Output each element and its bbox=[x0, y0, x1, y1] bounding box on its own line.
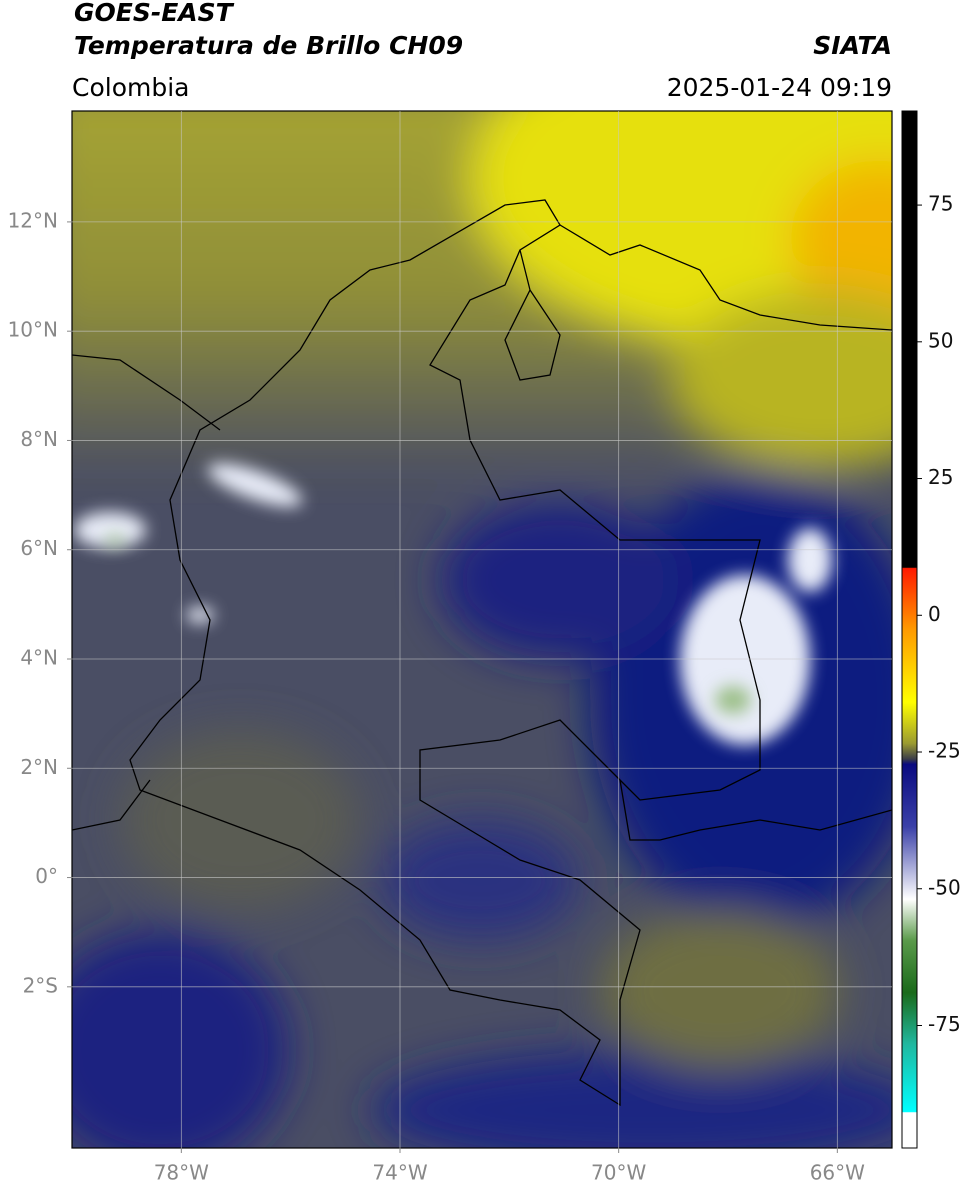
colorbar-tick-label: 0 bbox=[928, 602, 941, 626]
region: Colombia bbox=[72, 73, 189, 102]
colorbar-tick-label: 50 bbox=[928, 328, 953, 352]
datetime: 2025-01-24 09:19 bbox=[667, 73, 892, 102]
lat-tick-label: 4°N bbox=[20, 646, 58, 670]
lat-tick-label: 0° bbox=[35, 864, 58, 888]
borders bbox=[72, 199, 892, 1107]
lat-tick-label: 10°N bbox=[8, 318, 58, 342]
colorbar bbox=[901, 110, 918, 1149]
lon-tick-label: 74°W bbox=[372, 1161, 427, 1185]
lon-tick-label: 78°W bbox=[154, 1161, 209, 1185]
lon-tick-label: 70°W bbox=[591, 1161, 646, 1185]
lat-tick-label: 8°N bbox=[20, 427, 58, 451]
colorbar-tick-label: -25 bbox=[928, 739, 961, 763]
lon-tick-label: 66°W bbox=[810, 1161, 865, 1185]
map-frame bbox=[71, 110, 893, 1149]
lat-tick-label: 6°N bbox=[20, 536, 58, 560]
title: GOES-EAST bbox=[74, 0, 235, 27]
colorbar-tick-label: 75 bbox=[928, 192, 953, 216]
source: SIATA bbox=[813, 31, 892, 60]
subtitle: Temperatura de Brillo CH09 bbox=[74, 31, 463, 60]
colorbar-tick-label: -75 bbox=[928, 1012, 961, 1036]
lat-tick-label: 2°N bbox=[20, 755, 58, 779]
colorbar-tick-label: -50 bbox=[928, 875, 961, 899]
lat-tick-label: 12°N bbox=[8, 208, 58, 232]
lat-tick-label: 2°S bbox=[23, 973, 58, 997]
satellite-image bbox=[72, 111, 892, 1148]
colorbar-tick-label: 25 bbox=[928, 465, 953, 489]
